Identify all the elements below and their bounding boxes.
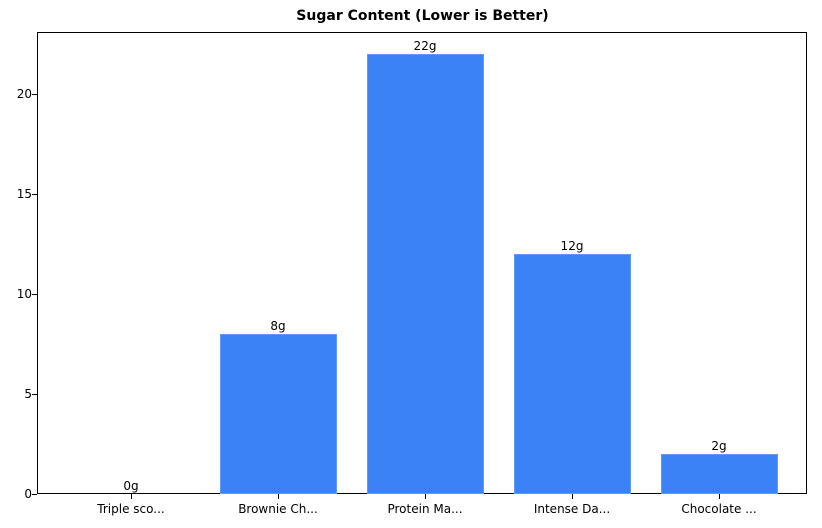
x-tick-label: Intense Da... [533, 502, 611, 516]
bar [219, 334, 337, 494]
x-tick-label: Brownie Ch... [238, 502, 318, 516]
bar-value-label: 0g [123, 479, 139, 493]
x-tick [572, 494, 573, 499]
y-tick [32, 394, 37, 395]
x-tick [131, 494, 132, 499]
x-tick [425, 494, 426, 499]
bar [513, 254, 631, 494]
bar [660, 454, 778, 494]
chart-title: Sugar Content (Lower is Better) [296, 8, 549, 24]
y-tick-label: 20 [16, 87, 32, 101]
x-tick-label: Triple sco... [97, 502, 165, 516]
y-tick-label: 15 [16, 187, 32, 201]
x-tick-label: Protein Ma... [387, 502, 463, 516]
x-tick [719, 494, 720, 499]
bar-value-label: 8g [270, 319, 286, 333]
bar-value-label: 2g [711, 439, 727, 453]
x-tick-label: Chocolate ... [681, 502, 757, 516]
y-tick [32, 494, 37, 495]
y-tick-label: 10 [16, 287, 32, 301]
bar [366, 54, 484, 494]
y-tick [32, 194, 37, 195]
y-tick [32, 294, 37, 295]
y-tick-label: 5 [24, 387, 32, 401]
bar-value-label: 12g [560, 239, 584, 253]
y-tick-label: 0 [24, 487, 32, 501]
bar-value-label: 22g [413, 39, 437, 53]
x-tick [278, 494, 279, 499]
y-tick [32, 94, 37, 95]
